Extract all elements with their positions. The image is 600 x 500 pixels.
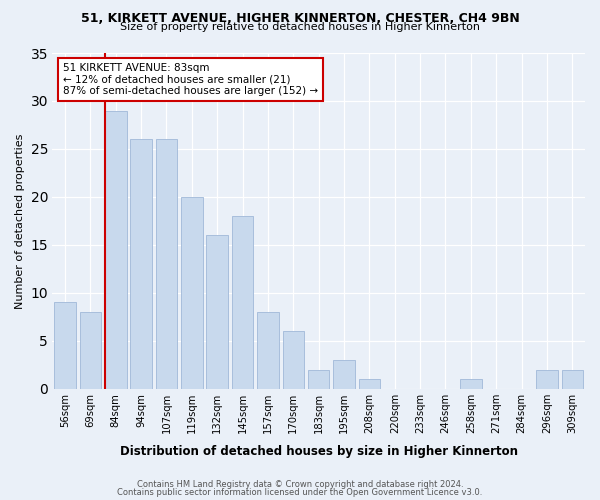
X-axis label: Distribution of detached houses by size in Higher Kinnerton: Distribution of detached houses by size … xyxy=(119,444,518,458)
Bar xyxy=(181,197,203,389)
Text: Contains HM Land Registry data © Crown copyright and database right 2024.: Contains HM Land Registry data © Crown c… xyxy=(137,480,463,489)
Text: Contains public sector information licensed under the Open Government Licence v3: Contains public sector information licen… xyxy=(118,488,482,497)
Bar xyxy=(206,236,228,389)
Bar xyxy=(562,370,583,389)
Bar xyxy=(359,380,380,389)
Bar xyxy=(54,302,76,389)
Bar xyxy=(283,332,304,389)
Bar xyxy=(156,140,177,389)
Text: 51 KIRKETT AVENUE: 83sqm
← 12% of detached houses are smaller (21)
87% of semi-d: 51 KIRKETT AVENUE: 83sqm ← 12% of detach… xyxy=(63,63,318,96)
Text: 51, KIRKETT AVENUE, HIGHER KINNERTON, CHESTER, CH4 9BN: 51, KIRKETT AVENUE, HIGHER KINNERTON, CH… xyxy=(80,12,520,26)
Bar xyxy=(232,216,253,389)
Bar xyxy=(257,312,279,389)
Bar xyxy=(333,360,355,389)
Y-axis label: Number of detached properties: Number of detached properties xyxy=(15,133,25,308)
Bar xyxy=(536,370,558,389)
Text: Size of property relative to detached houses in Higher Kinnerton: Size of property relative to detached ho… xyxy=(120,22,480,32)
Bar xyxy=(308,370,329,389)
Bar xyxy=(130,140,152,389)
Bar xyxy=(460,380,482,389)
Bar xyxy=(105,110,127,389)
Bar xyxy=(80,312,101,389)
